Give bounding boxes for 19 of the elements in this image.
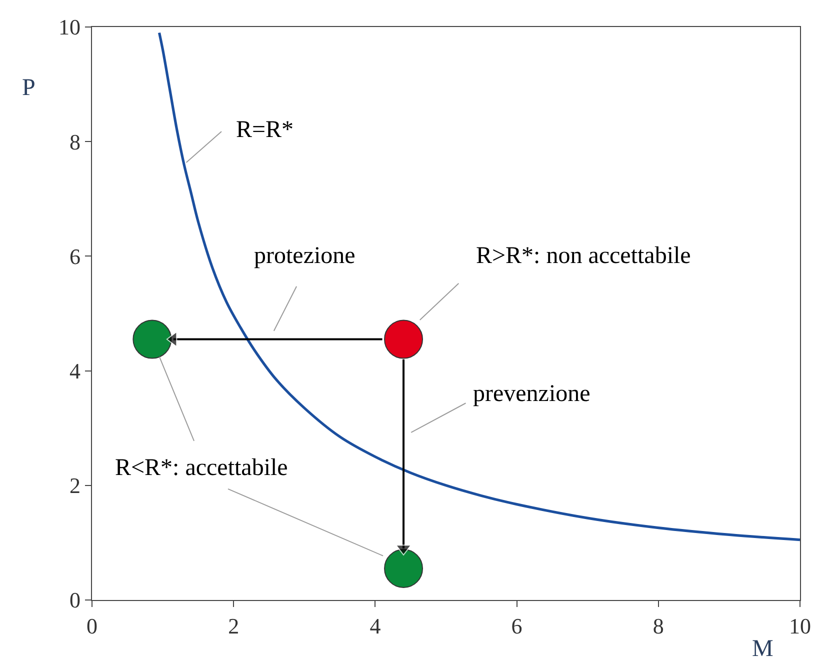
x-tick-label: 6 xyxy=(511,614,522,638)
y-axis-title: P xyxy=(22,75,36,101)
annotation: prevenzione xyxy=(473,381,590,407)
annotation: R>R*: non accettabile xyxy=(476,243,691,269)
y-tick-label: 6 xyxy=(70,244,80,269)
x-tick-label: 2 xyxy=(228,614,240,638)
y-tick-label: 0 xyxy=(70,588,80,613)
y-tick-label: 10 xyxy=(58,14,80,40)
x-axis-title: M xyxy=(752,636,774,660)
annotation: R=R* xyxy=(236,117,294,143)
annotation: protezione xyxy=(254,243,356,269)
y-tick-label: 2 xyxy=(70,473,80,498)
x-tick-label: 0 xyxy=(86,614,98,638)
y-tick-label: 4 xyxy=(70,358,80,384)
annotation: R<R*: accettabile xyxy=(115,455,288,481)
x-tick-label: 8 xyxy=(652,614,664,638)
y-tick-label: 8 xyxy=(70,129,80,154)
x-tick-label: 4 xyxy=(370,614,381,638)
x-tick-label: 10 xyxy=(789,614,811,638)
